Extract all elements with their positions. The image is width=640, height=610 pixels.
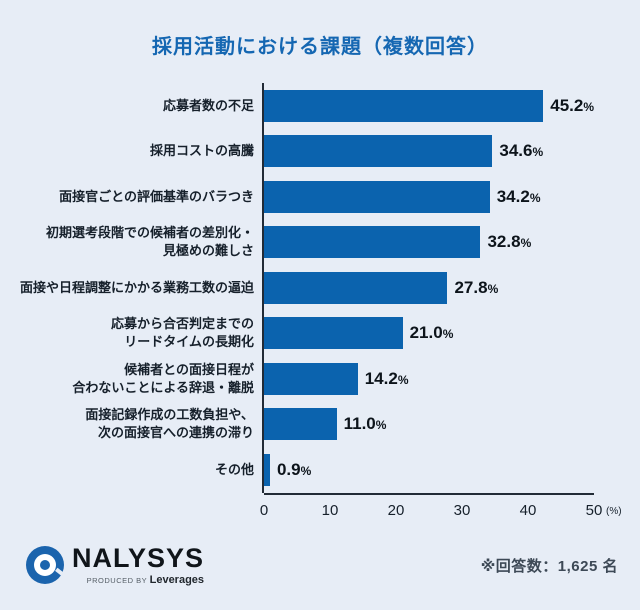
value-number: 45.2 xyxy=(550,95,584,115)
value-number: 11.0 xyxy=(343,414,376,434)
category-label: 採用コストの高騰 xyxy=(149,143,254,159)
bar-track: 45.2% xyxy=(262,83,594,129)
percent-sign: % xyxy=(487,281,499,296)
nalysys-logo-icon xyxy=(26,546,67,584)
value-label: 34.2% xyxy=(497,187,541,207)
value-label: 11.0% xyxy=(344,414,387,434)
percent-sign: % xyxy=(532,145,544,160)
category-label: 面接や日程調整にかかる業務工数の逼迫 xyxy=(19,279,254,295)
bar-row: 初期選考段階での候補者の差別化・ 見極めの難しさ 32.8% xyxy=(10,219,620,265)
bar xyxy=(264,408,337,441)
x-axis-unit-label: (%) xyxy=(606,505,622,517)
value-number: 14.2 xyxy=(364,368,398,388)
value-label: 27.8% xyxy=(454,278,498,298)
logo-text: NALYSYS PRODUCED BY Leverages xyxy=(72,542,205,586)
bar-row: 面接や日程調整にかかる業務工数の逼迫 27.8% xyxy=(10,265,620,311)
value-number: 34.6 xyxy=(499,141,533,161)
value-label: 34.6% xyxy=(499,141,543,161)
nalysys-logo: NALYSYS PRODUCED BY Leverages xyxy=(26,542,205,586)
bar-row: 候補者との面接日程が 合わないことによる辞退・離脱 14.2% xyxy=(10,356,620,402)
x-tick-label: 20 xyxy=(387,501,405,519)
category-label: 面接記録作成の工数負担や、 次の面接官への連携の滞り xyxy=(85,407,254,441)
bar-rows: 応募者数の不足 45.2% 採用コストの高騰 34.6% 面接官ごとの評価基準の… xyxy=(10,83,620,493)
bar xyxy=(264,453,270,486)
percent-sign: % xyxy=(583,99,594,114)
produced-by-label: PRODUCED BY xyxy=(86,575,148,585)
value-number: 21.0 xyxy=(409,323,443,343)
x-tick-label: 0 xyxy=(259,501,269,519)
bar xyxy=(264,362,358,395)
x-axis: 0 10 20 30 40 50 (%) xyxy=(260,492,622,531)
percent-sign: % xyxy=(397,372,409,387)
bar-row: 応募から合否判定までの リードタイムの長期化 21.0% xyxy=(10,310,620,356)
x-tick-label: 50 xyxy=(585,501,603,519)
bar-track: 14.2% xyxy=(262,356,594,402)
bar-track: 11.0% xyxy=(262,401,594,447)
bar xyxy=(264,271,448,304)
respondent-count-note: ※回答数：1,625 名 xyxy=(480,557,618,575)
value-number: 34.2 xyxy=(496,186,530,206)
logo-subtitle: PRODUCED BY Leverages xyxy=(72,573,205,586)
percent-sign: % xyxy=(442,327,454,342)
bar-row: その他 0.9% xyxy=(10,447,620,493)
percent-sign: % xyxy=(529,190,541,205)
x-tick-label: 30 xyxy=(453,501,471,519)
bar-track: 34.6% xyxy=(262,128,594,174)
category-label: 面接官ごとの評価基準のバラつき xyxy=(59,188,254,204)
category-label: 応募から合否判定までの リードタイムの長期化 xyxy=(110,316,254,350)
bar-track: 21.0% xyxy=(262,310,594,356)
value-label: 21.0% xyxy=(410,323,454,343)
bar-row: 面接官ごとの評価基準のバラつき 34.2% xyxy=(10,174,620,220)
bar xyxy=(264,89,544,122)
bar-track: 32.8% xyxy=(262,219,594,265)
value-number: 0.9 xyxy=(276,459,301,479)
x-tick-label: 40 xyxy=(519,501,537,519)
bar-row: 応募者数の不足 45.2% xyxy=(10,83,620,129)
bar-track: 27.8% xyxy=(262,265,594,311)
bar-track: 34.2% xyxy=(262,174,594,220)
bar xyxy=(264,180,490,213)
bar-row: 面接記録作成の工数負担や、 次の面接官への連携の滞り 11.0% xyxy=(10,401,620,447)
bar-track: 0.9% xyxy=(262,447,594,493)
value-label: 14.2% xyxy=(365,369,409,389)
x-tick-label: 10 xyxy=(321,501,339,519)
footer: NALYSYS PRODUCED BY Leverages ※回答数：1,625… xyxy=(26,542,618,586)
value-label: 0.9% xyxy=(277,460,311,480)
value-label: 32.8% xyxy=(487,232,531,252)
value-number: 27.8 xyxy=(454,277,488,297)
bar-chart: 応募者数の不足 45.2% 採用コストの高騰 34.6% 面接官ごとの評価基準の… xyxy=(10,83,622,531)
percent-sign: % xyxy=(375,418,387,433)
category-label: 初期選考段階での候補者の差別化・ 見極めの難しさ xyxy=(45,225,254,259)
percent-sign: % xyxy=(300,463,312,478)
percent-sign: % xyxy=(520,236,532,251)
logo-name: NALYSYS xyxy=(72,542,205,573)
bar xyxy=(264,317,403,350)
logo-center-dot xyxy=(40,560,50,570)
logo-company: Leverages xyxy=(149,573,205,586)
category-label: 応募者数の不足 xyxy=(162,97,254,113)
value-number: 32.8 xyxy=(487,232,521,252)
value-label: 45.2% xyxy=(550,96,594,116)
bar xyxy=(264,135,493,168)
chart-title: 採用活動における課題（複数回答） xyxy=(152,36,488,58)
bar-row: 採用コストの高騰 34.6% xyxy=(10,128,620,174)
category-label: 候補者との面接日程が 合わないことによる辞退・離脱 xyxy=(72,361,254,395)
category-label: その他 xyxy=(214,461,254,477)
bar xyxy=(264,226,481,259)
